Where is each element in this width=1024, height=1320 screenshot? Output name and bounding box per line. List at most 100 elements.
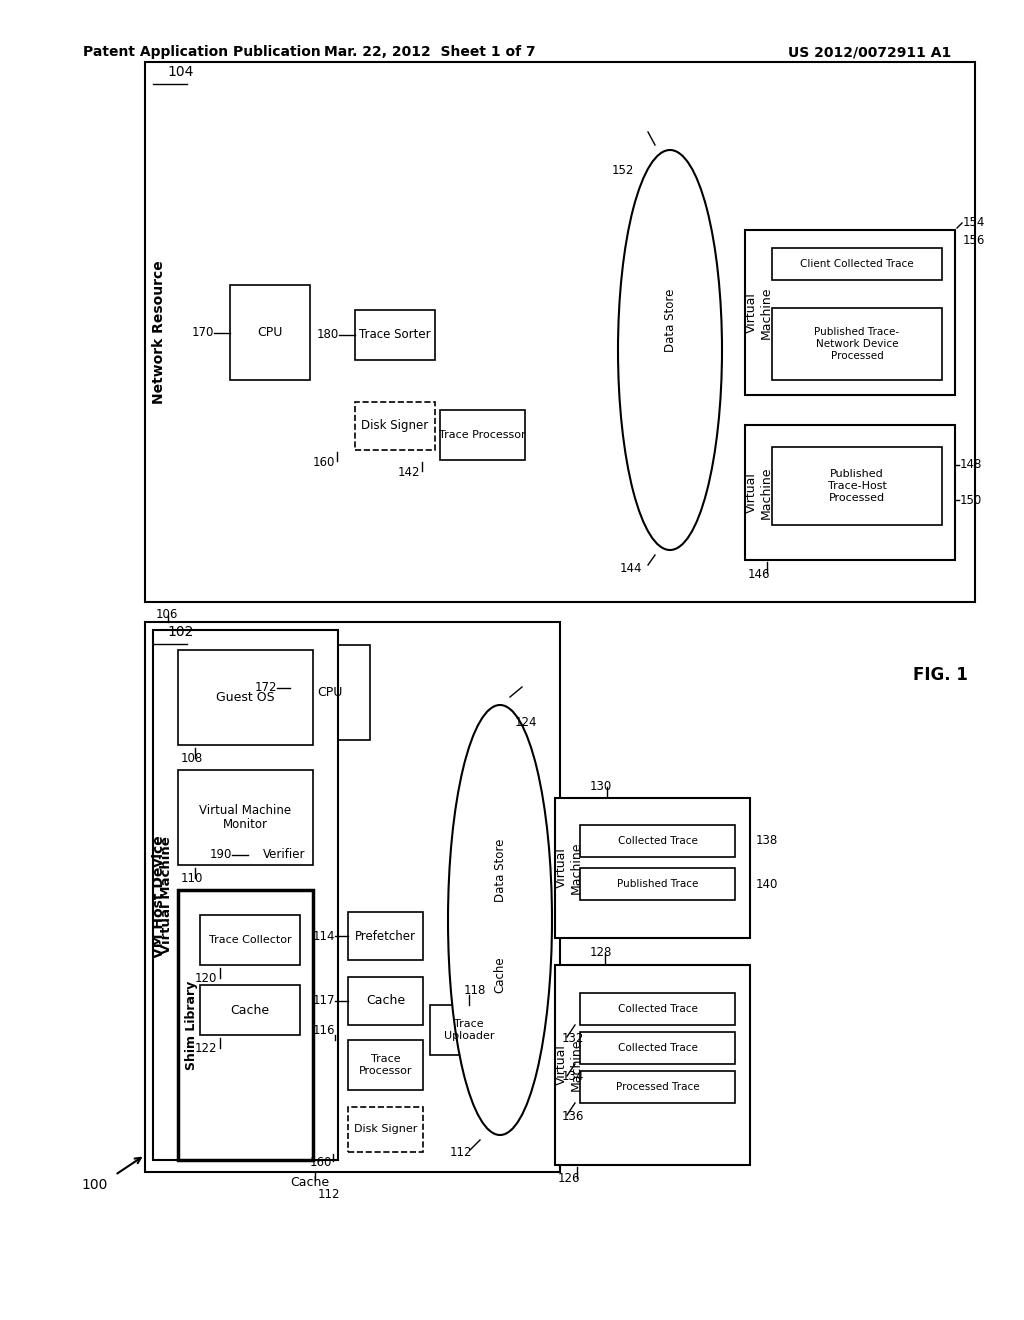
Text: Patent Application Publication: Patent Application Publication — [83, 45, 321, 59]
Text: 146: 146 — [748, 568, 770, 581]
Text: 104: 104 — [167, 65, 194, 79]
Text: CPU: CPU — [317, 686, 343, 700]
FancyBboxPatch shape — [200, 915, 300, 965]
Text: 144: 144 — [620, 561, 642, 574]
Text: 152: 152 — [612, 164, 635, 177]
Text: Mar. 22, 2012  Sheet 1 of 7: Mar. 22, 2012 Sheet 1 of 7 — [325, 45, 536, 59]
Text: 117: 117 — [313, 994, 336, 1007]
Text: Processed Trace: Processed Trace — [615, 1082, 699, 1092]
Text: 154: 154 — [963, 215, 985, 228]
Text: Trace
Processor: Trace Processor — [358, 1055, 413, 1076]
FancyBboxPatch shape — [153, 630, 338, 1160]
FancyBboxPatch shape — [430, 1005, 508, 1055]
Text: 160: 160 — [310, 1155, 333, 1168]
Ellipse shape — [618, 150, 722, 550]
Text: Cache: Cache — [291, 1176, 330, 1188]
Text: 140: 140 — [756, 878, 778, 891]
Text: 126: 126 — [558, 1172, 581, 1185]
Text: Cache: Cache — [230, 1003, 269, 1016]
FancyBboxPatch shape — [555, 965, 750, 1166]
FancyBboxPatch shape — [580, 1071, 735, 1104]
FancyBboxPatch shape — [355, 403, 435, 450]
FancyBboxPatch shape — [745, 230, 955, 395]
Text: 130: 130 — [590, 780, 612, 792]
Text: Collected Trace: Collected Trace — [617, 836, 697, 846]
Text: 156: 156 — [963, 234, 985, 247]
Text: 134: 134 — [562, 1071, 585, 1084]
Text: 102: 102 — [167, 624, 194, 639]
Text: Published Trace: Published Trace — [616, 879, 698, 888]
Text: 118: 118 — [464, 985, 486, 998]
FancyBboxPatch shape — [200, 985, 300, 1035]
Text: 170: 170 — [193, 326, 214, 339]
Text: 148: 148 — [961, 458, 982, 471]
Text: Disk Signer: Disk Signer — [361, 420, 429, 433]
FancyBboxPatch shape — [145, 62, 975, 602]
FancyBboxPatch shape — [178, 890, 313, 1160]
Ellipse shape — [449, 705, 552, 1135]
Text: Trace
Uploader: Trace Uploader — [443, 1019, 495, 1040]
Text: Published
Trace-Host
Processed: Published Trace-Host Processed — [827, 470, 887, 503]
Text: Prefetcher: Prefetcher — [355, 929, 416, 942]
Text: Cache: Cache — [366, 994, 406, 1007]
FancyBboxPatch shape — [348, 977, 423, 1026]
Text: 150: 150 — [961, 494, 982, 507]
FancyBboxPatch shape — [348, 912, 423, 960]
Text: 190: 190 — [210, 849, 232, 862]
Text: 138: 138 — [756, 834, 778, 847]
Text: 160: 160 — [313, 455, 336, 469]
Text: US 2012/0072911 A1: US 2012/0072911 A1 — [788, 45, 951, 59]
Text: CPU: CPU — [257, 326, 283, 339]
Text: Disk Signer: Disk Signer — [354, 1125, 417, 1134]
Text: 172: 172 — [255, 681, 278, 694]
Text: 124: 124 — [515, 717, 538, 730]
Text: 114: 114 — [313, 929, 336, 942]
FancyBboxPatch shape — [772, 308, 942, 380]
Text: Trace Sorter: Trace Sorter — [359, 329, 431, 342]
Text: Virtual Machine
Monitor: Virtual Machine Monitor — [200, 804, 292, 832]
Text: 110: 110 — [181, 873, 204, 886]
Text: Published Trace-
Network Device
Processed: Published Trace- Network Device Processe… — [814, 327, 899, 360]
FancyBboxPatch shape — [440, 411, 525, 459]
FancyBboxPatch shape — [348, 1040, 423, 1090]
Text: 132: 132 — [562, 1031, 585, 1044]
Text: VM Host Device: VM Host Device — [152, 836, 166, 958]
Text: Trace Processor: Trace Processor — [439, 430, 525, 440]
Text: 180: 180 — [317, 329, 339, 342]
Text: FIG. 1: FIG. 1 — [912, 667, 968, 684]
FancyBboxPatch shape — [145, 622, 560, 1172]
Text: Network Resource: Network Resource — [152, 260, 166, 404]
Text: 100: 100 — [82, 1177, 109, 1192]
Text: Virtual
Machine: Virtual Machine — [555, 1039, 583, 1092]
FancyBboxPatch shape — [290, 645, 370, 741]
Text: Virtual
Machine: Virtual Machine — [745, 466, 773, 519]
FancyBboxPatch shape — [580, 869, 735, 900]
FancyBboxPatch shape — [745, 425, 955, 560]
Text: 112: 112 — [318, 1188, 341, 1201]
FancyBboxPatch shape — [580, 993, 735, 1026]
FancyBboxPatch shape — [178, 649, 313, 744]
FancyBboxPatch shape — [178, 770, 313, 865]
Text: 106: 106 — [156, 609, 178, 622]
Text: Shim Library: Shim Library — [185, 981, 199, 1069]
Text: Data Store: Data Store — [494, 838, 507, 902]
Text: Data Store: Data Store — [664, 288, 677, 351]
Text: Trace Collector: Trace Collector — [209, 935, 291, 945]
FancyBboxPatch shape — [230, 285, 310, 380]
Text: Virtual
Machine: Virtual Machine — [745, 286, 773, 339]
Text: 136: 136 — [562, 1110, 585, 1122]
Text: Guest OS: Guest OS — [216, 690, 274, 704]
Text: Collected Trace: Collected Trace — [617, 1005, 697, 1014]
FancyBboxPatch shape — [580, 825, 735, 857]
Text: 108: 108 — [181, 752, 203, 766]
Text: 142: 142 — [398, 466, 421, 479]
Text: 128: 128 — [590, 946, 612, 960]
FancyBboxPatch shape — [248, 830, 319, 880]
FancyBboxPatch shape — [772, 248, 942, 280]
FancyBboxPatch shape — [555, 799, 750, 939]
Text: 120: 120 — [195, 973, 217, 986]
FancyBboxPatch shape — [772, 447, 942, 525]
Text: Virtual Machine: Virtual Machine — [161, 836, 173, 954]
Text: 112: 112 — [450, 1147, 472, 1159]
Text: Collected Trace: Collected Trace — [617, 1043, 697, 1053]
